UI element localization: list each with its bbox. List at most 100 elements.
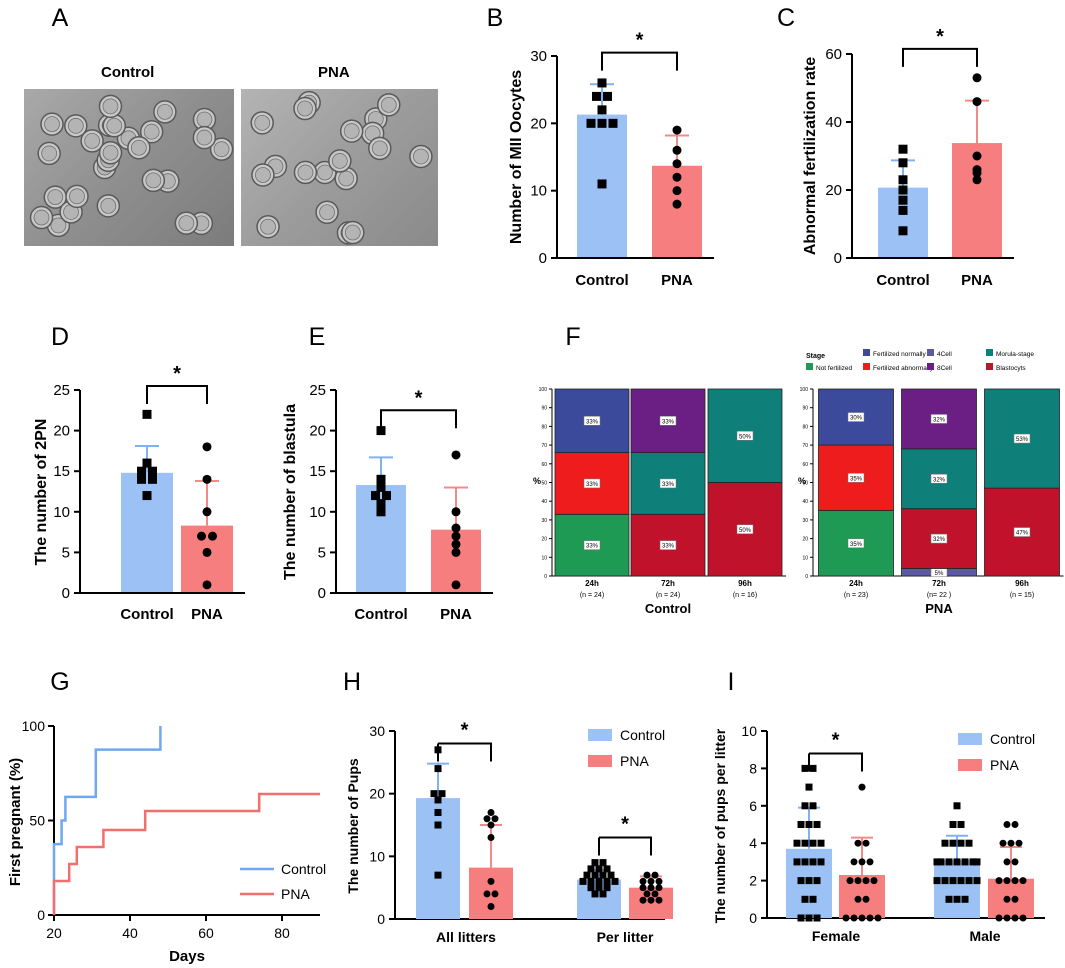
panel-F-segment-label-box	[659, 478, 677, 489]
panel-C-point	[972, 151, 982, 161]
panel-letter-g: G	[50, 668, 69, 696]
panel-I-point	[937, 858, 945, 866]
panel-C-y-label: Abnormal fertilization rate	[802, 57, 819, 255]
panel-E-significance-star: *	[415, 387, 423, 409]
panel-H-legend-swatch-pna	[588, 755, 612, 767]
panel-I-point	[854, 895, 862, 903]
panel-I-point	[1003, 877, 1011, 885]
panel-F-segment-label: 33%	[662, 482, 675, 488]
panel-E-point	[382, 491, 391, 501]
panel-C-point	[972, 97, 982, 107]
panel-D-point	[148, 474, 157, 484]
panel-H-y-tick-label: 30	[369, 723, 385, 739]
panel-H-point	[434, 871, 442, 879]
panel-F-segment-label-box	[1013, 433, 1031, 444]
panel-F-segment-label: 32%	[933, 477, 946, 483]
panel-I-point	[1011, 914, 1019, 922]
panel-I-point	[809, 895, 817, 903]
panel-I-point	[793, 858, 801, 866]
panel-E-y-label: The number of blastula	[282, 404, 299, 580]
panel-F-segment-label-box	[1013, 527, 1031, 537]
panel-F-y-tick-label: 90	[541, 406, 547, 412]
oocyte-cytoplasm	[255, 167, 271, 183]
oocyte-cytoplasm	[344, 224, 361, 241]
panel-H-point	[647, 884, 655, 892]
panel-I-point	[949, 877, 957, 885]
panel-I-point	[817, 839, 825, 847]
panel-E-point	[451, 547, 461, 557]
panel-E-x-label-pna: PNA	[440, 606, 472, 623]
panel-D-point	[142, 409, 152, 419]
panel-E-point	[451, 507, 461, 517]
panel-F-x-sublabel: (n = 16)	[733, 592, 757, 599]
panel-F-y-tick-label: 100	[800, 387, 809, 393]
panel-D-point	[137, 474, 146, 484]
panel-B-y-tick-label: 20	[530, 115, 547, 132]
panel-F-legend-swatch	[986, 363, 993, 370]
panel-I-y-tick-label: 10	[741, 723, 757, 739]
oocytes-pna	[250, 90, 433, 245]
panel-F-segment-label: 47%	[1016, 531, 1029, 537]
panel-I-point	[862, 839, 870, 847]
panel-letter-b: B	[487, 4, 504, 32]
panel-F-segment-label-box	[583, 478, 601, 489]
panel-E-point	[376, 482, 386, 492]
panel-C-point	[972, 168, 982, 178]
panel-I-point	[846, 877, 854, 885]
panel-F-x-sublabel: (n= 22 )	[927, 592, 951, 599]
panel-F-y-tick-label: 0	[544, 574, 547, 580]
panel-I-y-tick-label: 2	[749, 873, 757, 889]
panel-F-legend-label: Fertilized abnormally	[873, 365, 934, 372]
panel-F-y-tick-label: 0	[805, 574, 808, 580]
panel-B-y-tick-label: 10	[530, 183, 547, 200]
panel-I-point	[973, 877, 981, 885]
panel-D-y-tick-label: 10	[53, 504, 70, 521]
panel-C-y-tick-label: 40	[825, 114, 842, 131]
oocyte-cytoplasm	[178, 215, 195, 232]
panel-I-point	[961, 895, 969, 903]
panel-F-legend-swatch	[927, 363, 934, 370]
panel-B-point	[672, 199, 682, 209]
panel-I-point	[1003, 858, 1011, 866]
panel-I-point	[858, 783, 866, 791]
panel-F-x-sublabel: (n = 23)	[844, 592, 868, 599]
panel-I-point	[801, 858, 809, 866]
panel-H-point	[647, 877, 655, 885]
panel-F-x-label: 96h	[1015, 579, 1029, 588]
oocyte-cytoplasm	[380, 96, 397, 113]
micrograph-pna-title: PNA	[318, 64, 350, 81]
panel-I-y-tick-label: 0	[749, 910, 757, 926]
panel-I-point	[809, 764, 817, 772]
panel-H-legend-label-control: Control	[620, 727, 665, 743]
panel-I-point	[870, 877, 878, 885]
panel-F-segment-label: 50%	[739, 434, 752, 440]
panel-I-point	[933, 858, 941, 866]
panel-H-point	[491, 890, 499, 898]
panel-F-y-tick-label: 70	[802, 443, 808, 449]
panel-H-point	[434, 808, 442, 816]
panel-B-point	[672, 159, 682, 169]
panel-I-point	[805, 821, 813, 828]
panel-I-point	[854, 839, 862, 847]
panel-I-point	[805, 914, 813, 922]
oocyte-cytoplasm	[100, 197, 117, 214]
panel-I-point	[949, 821, 957, 828]
panel-F-segment-label-box	[930, 474, 948, 484]
panel-letter-e: E	[309, 323, 326, 351]
panel-D-y-tick-label: 15	[53, 463, 70, 480]
panel-C-y-tick-label: 0	[834, 250, 842, 267]
panel-E-point	[376, 499, 386, 509]
panel-H-point	[655, 896, 663, 904]
panel-I-point	[813, 821, 821, 828]
panel-letter-h: H	[343, 668, 361, 696]
panel-H-significance-star: *	[461, 720, 469, 742]
oocyte-cytoplasm	[371, 140, 388, 157]
panel-F-x-label: 96h	[738, 579, 752, 588]
panel-I-point	[866, 858, 874, 866]
panel-H-point	[579, 877, 587, 885]
panel-F-x-label: 24h	[585, 579, 599, 588]
panel-E-point	[451, 531, 461, 541]
panel-I-significance-bracket	[809, 752, 863, 772]
oocyte-cytoplasm	[106, 117, 123, 134]
panel-F-segment-label-box	[583, 416, 601, 426]
